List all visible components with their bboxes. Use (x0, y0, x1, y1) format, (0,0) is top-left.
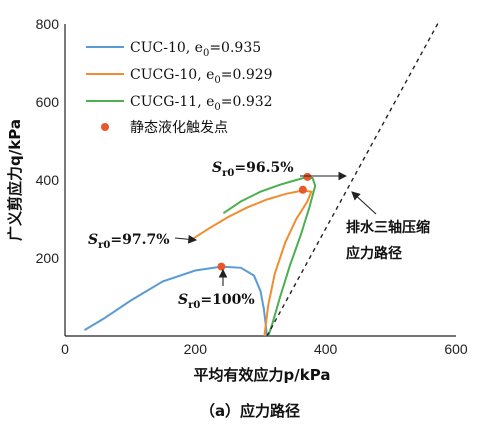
trigger-point (303, 172, 312, 181)
y-tick-label: 400 (36, 172, 60, 188)
y-tick-label: 800 (36, 16, 60, 32)
trigger-point (298, 185, 307, 194)
series-line-cuc-10 (83, 265, 268, 337)
x-tick-label: 400 (314, 341, 338, 357)
legend-marker-trigger (101, 123, 109, 131)
annotation-sr0-100: Sr0=100% (178, 292, 255, 311)
legend: CUC-10, e0=0.935 CUCG-10, e0=0.929 CUCG-… (86, 40, 273, 136)
legend-label-cuc-10: CUC-10, e0=0.935 (130, 40, 261, 59)
annotation-sr0-97-7: Sr0=97.7% (88, 232, 170, 251)
annotation-sr0-96-5: Sr0=96.5% (212, 160, 294, 179)
drained-path-line (266, 19, 441, 337)
y-tick-label: 200 (36, 250, 60, 266)
x-tick-label: 200 (184, 341, 208, 357)
annotation-arrow-drained (351, 191, 377, 215)
legend-label-cucg-11: CUCG-11, e0=0.932 (130, 94, 273, 113)
x-axis-title: 平均有效应力p/kPa (194, 366, 331, 384)
x-tick-label: 0 (61, 341, 69, 357)
legend-label-cucg-10: CUCG-10, e0=0.929 (130, 67, 273, 86)
annotation-drained-line1: 排水三轴压缩 (346, 219, 430, 236)
series-line-cucg-10 (191, 189, 313, 337)
figure-caption: （a）应力路径 (200, 402, 300, 420)
x-tick-label: 600 (444, 341, 468, 357)
annotation-drained-line2: 应力路径 (346, 245, 402, 262)
annotation-arrow-97-7 (174, 234, 198, 244)
y-tick-label: 600 (36, 94, 60, 110)
series-line-cucg-11 (222, 176, 317, 337)
y-axis-title: 广义剪应力q/kPa (6, 119, 24, 241)
legend-label-trigger: 静态液化触发点 (130, 120, 228, 136)
trigger-point (217, 262, 226, 271)
